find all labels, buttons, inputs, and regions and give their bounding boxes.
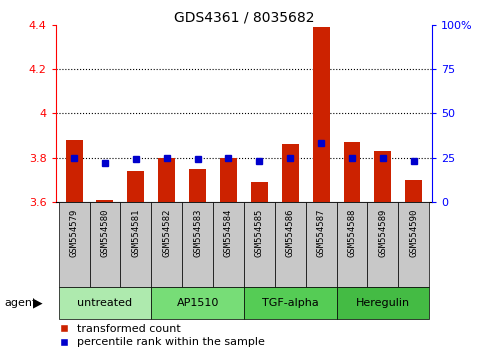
Text: GSM554585: GSM554585 — [255, 209, 264, 257]
Text: ▶: ▶ — [33, 296, 43, 309]
Text: agent: agent — [5, 298, 37, 308]
Bar — [220, 158, 237, 202]
Text: GSM554579: GSM554579 — [70, 209, 79, 257]
Bar — [398, 202, 429, 287]
Text: GSM554590: GSM554590 — [409, 209, 418, 257]
Text: Heregulin: Heregulin — [356, 298, 410, 308]
Text: GDS4361 / 8035682: GDS4361 / 8035682 — [174, 11, 314, 25]
Bar — [97, 200, 114, 202]
Bar — [66, 140, 83, 202]
Text: GSM554589: GSM554589 — [378, 209, 387, 257]
Text: GSM554583: GSM554583 — [193, 209, 202, 257]
Bar — [275, 202, 306, 287]
Text: GSM554588: GSM554588 — [347, 209, 356, 257]
Bar — [189, 169, 206, 202]
Bar — [313, 27, 329, 202]
Text: GSM554586: GSM554586 — [286, 209, 295, 257]
Text: AP1510: AP1510 — [176, 298, 219, 308]
Bar — [151, 202, 182, 287]
Bar — [306, 202, 337, 287]
Bar — [337, 287, 429, 319]
Bar — [58, 202, 89, 287]
Bar — [251, 182, 268, 202]
Bar — [405, 179, 422, 202]
Bar — [282, 144, 298, 202]
Bar — [244, 202, 275, 287]
Bar — [343, 142, 360, 202]
Bar — [120, 202, 151, 287]
Bar — [158, 158, 175, 202]
Bar — [128, 171, 144, 202]
Bar — [58, 287, 151, 319]
Bar — [89, 202, 120, 287]
Text: GSM554584: GSM554584 — [224, 209, 233, 257]
Bar — [337, 202, 368, 287]
Text: GSM554581: GSM554581 — [131, 209, 141, 257]
Text: TGF-alpha: TGF-alpha — [262, 298, 319, 308]
Bar — [374, 151, 391, 202]
Bar — [182, 202, 213, 287]
Bar — [151, 287, 244, 319]
Legend: transformed count, percentile rank within the sample: transformed count, percentile rank withi… — [61, 324, 265, 348]
Bar — [213, 202, 244, 287]
Bar — [244, 287, 337, 319]
Bar — [368, 202, 398, 287]
Text: GSM554580: GSM554580 — [100, 209, 110, 257]
Text: GSM554587: GSM554587 — [317, 209, 326, 257]
Text: untreated: untreated — [77, 298, 132, 308]
Text: GSM554582: GSM554582 — [162, 209, 171, 257]
